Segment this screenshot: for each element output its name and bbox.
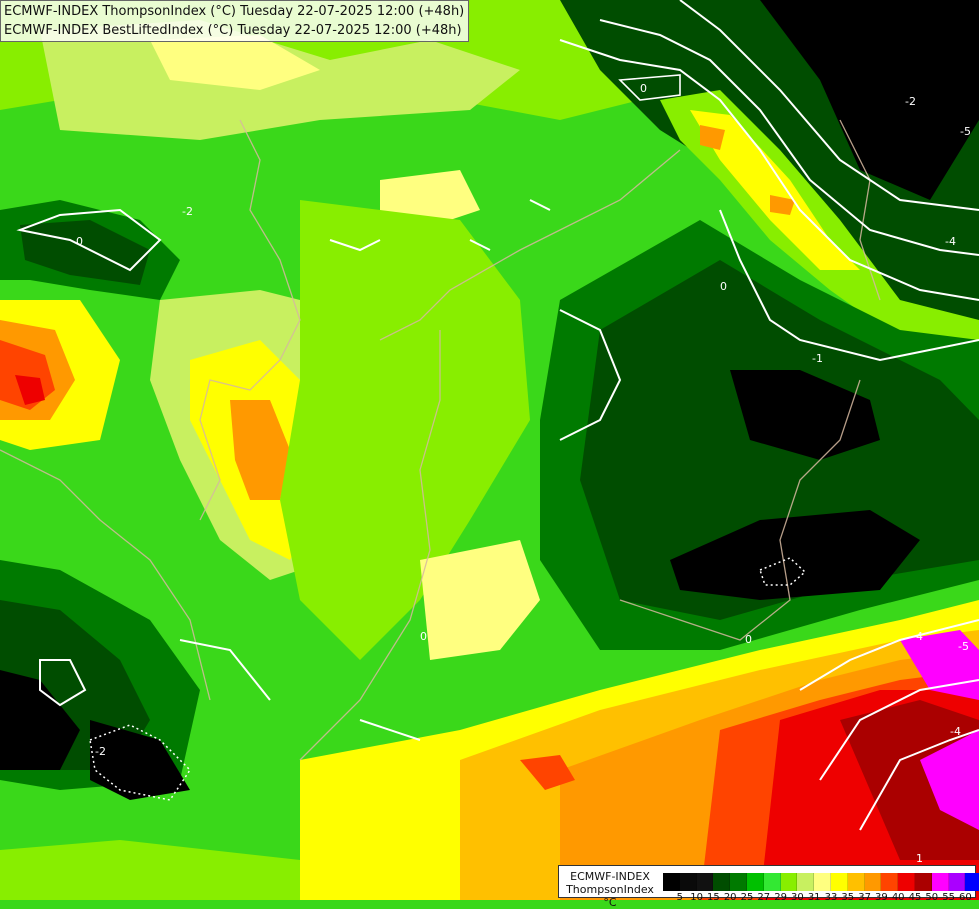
legend-tick: 55 [942,892,955,903]
contour-label: 1 [916,852,923,865]
legend-swatch [948,873,966,891]
legend-swatch [730,873,747,891]
legend-swatches [663,873,979,891]
legend-tick: 5 [676,892,683,903]
contour-labels: 0 -2 -5 -4 0 -1 -2 0 -4 -5 -4 1 -2 0 0 [76,82,971,865]
legend-tick: 45 [908,892,922,903]
legend-swatch [931,873,949,891]
legend-tick: 15 [707,892,720,903]
legend-swatch [914,873,932,891]
title-line-thompson: ECMWF-INDEX ThompsonIndex (°C) Tuesday 2… [4,4,465,19]
border-lines [0,119,881,761]
contour-label: -4 [945,235,956,248]
legend-swatch [763,873,781,891]
legend-tick: 35 [841,892,855,903]
legend-swatch [830,873,848,891]
contour-label: 0 [420,630,427,643]
legend-tick: 40 [891,892,905,903]
contour-label: -2 [95,745,106,758]
legend-model: ECMWF-INDEX [570,870,650,883]
legend-tick: 33 [824,892,838,903]
legend-swatch [780,873,798,891]
legend-tick: 25 [740,892,754,903]
contour-label: 0 [720,280,727,293]
legend-tick: 39 [875,892,888,903]
legend-swatch [679,873,697,891]
contour-label: -1 [812,352,823,365]
legend-swatch [847,873,865,891]
contour-label: 0 [76,235,83,248]
contour-label: -5 [958,640,969,653]
legend-swatch [797,873,815,891]
legend-label: ECMWF-INDEX ThompsonIndex °C [563,870,657,909]
legend-swatch [663,873,680,891]
legend-swatch [881,873,899,891]
bestliftedindex-contours [16,0,979,831]
dotted-contours [89,557,807,801]
legend-parameter: ThompsonIndex [566,883,654,896]
legend-tick: 29 [774,892,787,903]
legend-swatch [814,873,831,891]
legend-tick: 60 [959,892,972,903]
legend-ticks: 5 10 15 20 25 27 29 30 31 33 35 37 39 40 45 50 55 60 [663,876,975,903]
legend-tick: 30 [791,892,804,903]
map-title-box: ECMWF-INDEX ThompsonIndex (°C) Tuesday 2… [0,0,470,42]
contour-label: -2 [182,205,193,218]
legend-tick: 10 [690,892,703,903]
contour-label: 0 [640,82,647,95]
title-line-bestlifted: ECMWF-INDEX BestLiftedIndex (°C) Tuesday… [4,23,462,38]
contour-label: -2 [905,95,916,108]
contour-label: -4 [950,725,961,738]
contour-label: 0 [745,633,752,646]
legend-tick: 37 [858,892,871,903]
contour-label: -4 [912,630,923,643]
legend-swatch [898,873,915,891]
color-legend: ECMWF-INDEX ThompsonIndex °C 5 10 15 20 25 27… [558,865,979,909]
legend-swatch [965,873,979,891]
contour-label: -5 [960,125,971,138]
legend-swatch [746,873,764,891]
legend-tick: 31 [807,892,821,903]
legend-unit: °C [603,896,617,909]
legend-swatch [696,873,714,891]
legend-swatch [864,873,882,891]
legend-tick: 27 [757,892,771,903]
legend-tick: 50 [925,892,939,903]
legend-swatch [713,873,731,891]
legend-tick: 20 [723,892,737,903]
